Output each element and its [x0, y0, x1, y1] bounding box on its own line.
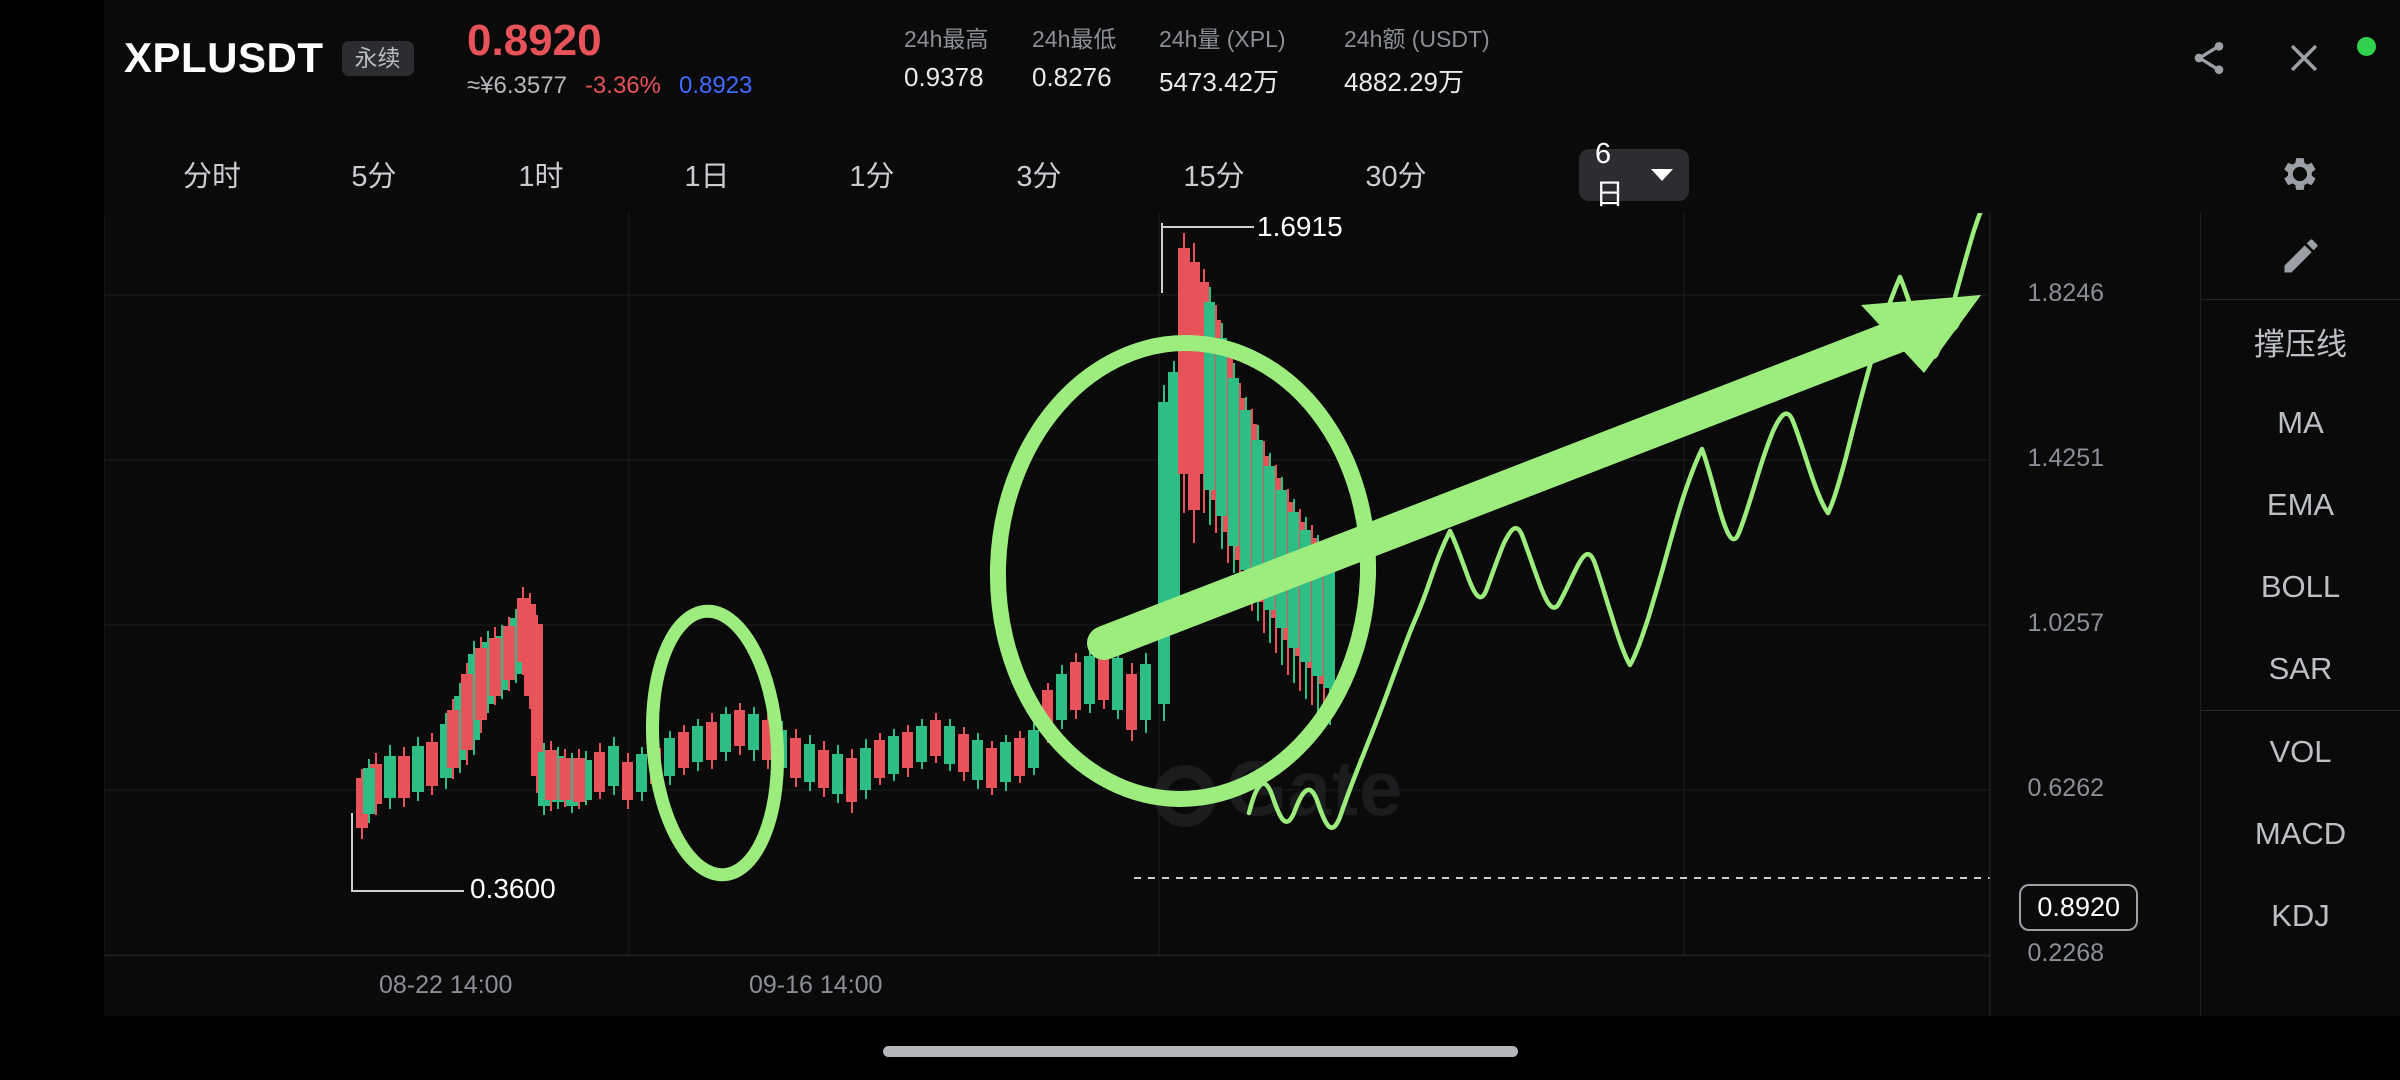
pencil-icon — [2284, 239, 2318, 273]
stat-label: 24h最低 — [1032, 26, 1117, 52]
low-annotation-marker — [351, 813, 464, 892]
tab-timeframe-0[interactable]: 分时 — [182, 161, 241, 193]
stat-24h-low: 24h最低 0.8276 — [1032, 24, 1159, 99]
header-icon-group — [2189, 36, 2376, 78]
y-tick-label: 0.6262 — [2027, 774, 2104, 802]
stat-value: 5473.42万 — [1159, 67, 1279, 98]
tab-timeframe-4[interactable]: 1分 — [849, 161, 895, 193]
timeframe-bar: 分时 5分 1时 1日 1分 3分 15分 30分 6日 — [104, 135, 2400, 213]
home-indicator[interactable] — [883, 1046, 1518, 1057]
sidebar-divider-bottom — [2201, 710, 2400, 711]
stat-24h-volume-base: 24h量 (XPL) 5473.42万 — [1159, 24, 1344, 99]
timeframe-dropdown-label: 6日 — [1595, 137, 1625, 211]
tab-timeframe-6[interactable]: 15分 — [1183, 161, 1245, 193]
stat-value: 0.8276 — [1032, 62, 1112, 93]
candlestick-series — [356, 233, 1335, 839]
x-tick-label: 08-22 14:00 — [379, 971, 513, 999]
y-axis: 1.8246 1.4251 1.0257 0.6262 0.2268 — [1990, 213, 2200, 1016]
change-percent: -3.36% — [584, 72, 661, 100]
contract-type-badge: 永续 — [341, 40, 414, 76]
x-tick-label: 09-16 14:00 — [749, 971, 883, 999]
y-tick-label: 1.4251 — [2027, 444, 2104, 472]
tab-timeframe-5[interactable]: 3分 — [1016, 161, 1062, 193]
timeframe-dropdown[interactable]: 6日 — [1579, 138, 1689, 211]
draw-tool-button[interactable] — [2201, 213, 2400, 299]
page-title: XPLUSDT — [124, 34, 324, 81]
symbol-block[interactable]: XPLUSDT 永续 — [124, 34, 414, 82]
grid-lines — [104, 213, 1991, 1016]
stat-24h-turnover-quote: 24h额 (USDT) 4882.29万 — [1344, 24, 1544, 99]
drawn-ellipses — [645, 335, 1377, 882]
price-sub-row: ≈¥6.3577 -3.36% 0.8923 — [467, 72, 752, 100]
chart-canvas — [104, 213, 1991, 1016]
price-block: 0.8920 ≈¥6.3577 -3.36% 0.8923 — [467, 16, 752, 100]
tab-timeframe-3[interactable]: 1日 — [684, 161, 730, 193]
drawn-trend-arrow — [1087, 295, 1981, 660]
y-tick-label: 1.8246 — [2027, 279, 2104, 307]
tab-timeframe-7[interactable]: 30分 — [1365, 161, 1427, 193]
y-tick-label: 0.2268 — [2027, 939, 2104, 967]
stat-24h-high: 24h最高 0.9378 — [904, 24, 1032, 99]
drawn-ellipse-historic-top — [989, 335, 1377, 807]
sidebar-item-ema[interactable]: EMA — [2266, 487, 2335, 522]
tab-timeframe-2[interactable]: 1时 — [518, 161, 564, 193]
sidebar-item-ma[interactable]: MA — [2277, 405, 2324, 440]
stat-label: 24h量 (XPL) — [1159, 26, 1286, 52]
left-bezel — [0, 0, 104, 1080]
stat-value: 4882.29万 — [1344, 67, 1464, 98]
last-price: 0.8920 — [467, 16, 602, 65]
stat-label: 24h最高 — [904, 26, 989, 52]
sidebar-item-vol[interactable]: VOL — [2269, 734, 2332, 769]
y-tick-label: 1.0257 — [2027, 609, 2104, 637]
high-annotation-marker — [1161, 223, 1254, 293]
sidebar-divider-top — [2201, 299, 2400, 300]
sidebar-item-macd[interactable]: MACD — [2254, 816, 2347, 851]
market-stats: 24h最高 0.9378 24h最低 0.8276 24h量 (XPL) 547… — [904, 24, 1544, 99]
share-icon[interactable] — [2189, 38, 2229, 78]
sidebar-item-sar[interactable]: SAR — [2268, 651, 2333, 686]
x-axis: 08-22 14:00 09-16 14:00 — [104, 956, 2200, 1016]
high-price-annotation: 1.6915 — [1257, 213, 1343, 242]
gear-icon — [2284, 158, 2316, 190]
index-price: 0.8923 — [678, 72, 753, 100]
sidebar-item-boll[interactable]: BOLL — [2260, 569, 2341, 604]
chevron-down-icon — [1651, 169, 1673, 181]
header-bar: XPLUSDT 永续 0.8920 ≈¥6.3577 -3.36% 0.8923… — [104, 0, 2400, 135]
current-price-tag: 0.8920 — [2019, 884, 2138, 931]
cny-price: ≈¥6.3577 — [467, 72, 567, 100]
chart-settings-button[interactable] — [2200, 135, 2400, 213]
stat-value: 0.9378 — [904, 62, 984, 93]
drawn-ellipse-first-rally — [645, 604, 785, 882]
tab-timeframe-1[interactable]: 5分 — [351, 161, 397, 193]
indicator-sidebar: 撑压线 MA EMA BOLL SAR VOL MACD KDJ — [2200, 213, 2400, 1016]
status-dot-icon — [2357, 36, 2376, 56]
sidebar-item-support-resistance[interactable]: 撑压线 — [2254, 326, 2347, 362]
low-price-annotation: 0.3600 — [470, 873, 556, 904]
price-chart[interactable]: Gate — [104, 213, 2200, 1016]
stat-label: 24h额 (USDT) — [1344, 26, 1490, 52]
close-icon[interactable] — [2284, 38, 2324, 78]
sidebar-item-kdj[interactable]: KDJ — [2271, 898, 2330, 933]
